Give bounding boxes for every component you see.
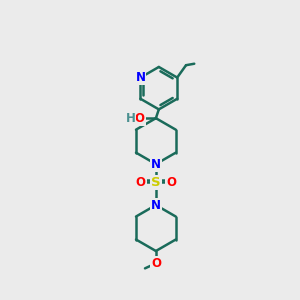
Text: H: H — [126, 112, 136, 125]
Text: S: S — [151, 176, 161, 189]
Text: N: N — [151, 158, 161, 171]
Text: N: N — [151, 199, 161, 212]
Text: O: O — [166, 176, 176, 189]
Text: O: O — [135, 112, 145, 125]
Text: O: O — [151, 257, 161, 270]
Text: N: N — [136, 71, 146, 84]
Text: O: O — [136, 176, 146, 189]
